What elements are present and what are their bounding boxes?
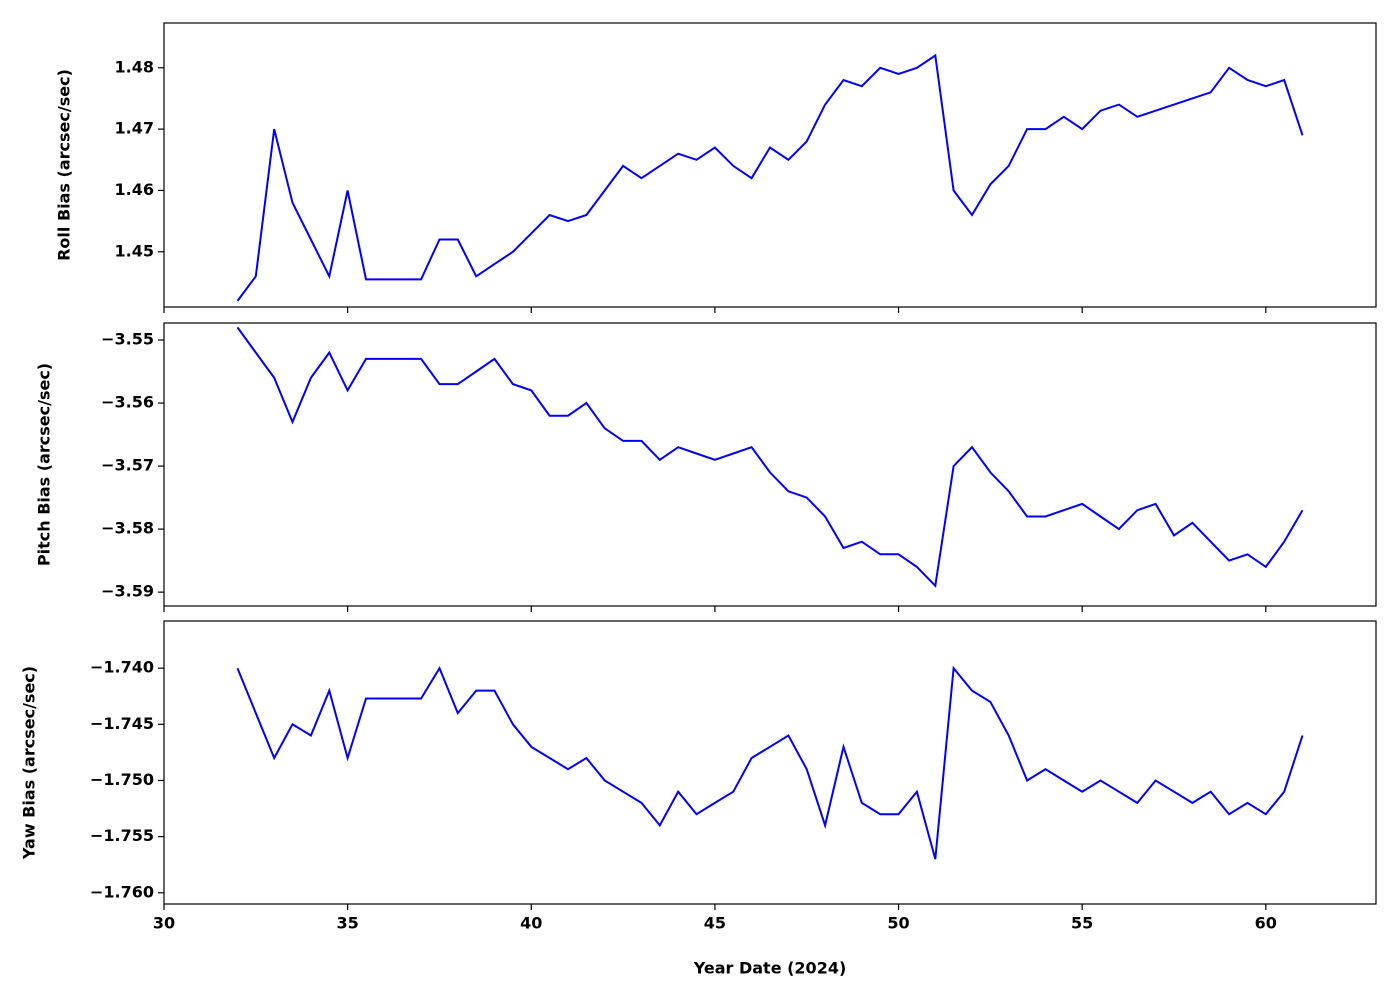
axes-frame [163, 620, 1377, 905]
y-tick-label: −1.750 [90, 770, 154, 789]
x-tick-label: 30 [153, 914, 175, 933]
y-tick-label: −1.740 [90, 658, 154, 677]
y-tick-label: −3.55 [101, 330, 154, 349]
y-tick-label: −3.57 [101, 456, 154, 475]
y-tick-label: 1.45 [115, 241, 154, 260]
y-tick-label: 1.46 [115, 180, 154, 199]
y-tick-label: −1.745 [90, 714, 154, 733]
y-tick-label: −1.760 [90, 882, 154, 901]
y-axis-label: Yaw Bias (arcsec/sec) [20, 666, 39, 860]
data-line [236, 665, 1304, 860]
y-tick-label: −3.58 [101, 519, 154, 538]
y-axis-label: Pitch Bias (arcsec/sec) [35, 363, 54, 566]
x-tick-label: 40 [520, 914, 542, 933]
axes-frame [163, 322, 1377, 607]
x-tick-label: 45 [704, 914, 726, 933]
y-axis-label: Roll Bias (arcsec/sec) [55, 69, 74, 261]
y-tick-label: −3.59 [101, 582, 154, 601]
x-tick-label: 50 [887, 914, 909, 933]
x-tick-label: 60 [1255, 914, 1277, 933]
data-line [236, 53, 1304, 302]
y-tick-label: 1.48 [115, 57, 154, 76]
x-axis-label: Year Date (2024) [693, 959, 847, 978]
y-tick-label: 1.47 [115, 119, 154, 138]
x-tick-label: 55 [1071, 914, 1093, 933]
y-tick-label: −3.56 [101, 393, 154, 412]
data-line [236, 326, 1304, 588]
y-tick-label: −1.755 [90, 826, 154, 845]
axes-frame [163, 22, 1377, 308]
x-tick-label: 35 [337, 914, 359, 933]
